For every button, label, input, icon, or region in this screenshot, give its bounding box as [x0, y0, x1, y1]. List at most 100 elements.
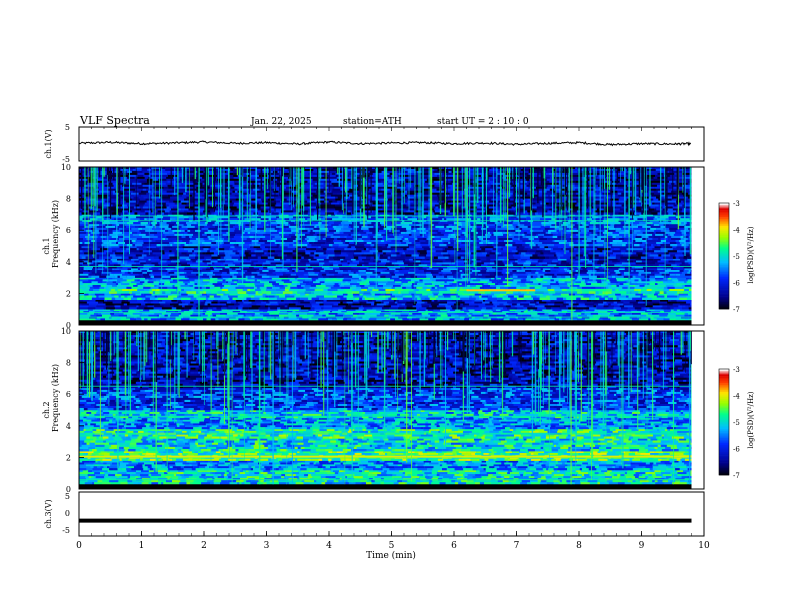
spec-cell	[95, 268, 98, 271]
spec-cell	[316, 295, 324, 298]
spec-cell	[619, 231, 629, 235]
spec-cell	[403, 316, 407, 319]
spec-cell	[201, 271, 208, 275]
spec-cell	[85, 277, 96, 280]
spec-cell	[384, 293, 392, 296]
spec-cell	[323, 305, 333, 308]
spec-cell	[137, 231, 141, 235]
spec-cell	[454, 252, 458, 255]
spec-cell	[564, 281, 568, 284]
spec-cell	[210, 314, 213, 317]
spec-cell	[688, 266, 692, 269]
spec-cell	[79, 312, 88, 315]
spec-cell	[667, 314, 676, 317]
spec-cell	[221, 309, 230, 312]
spec-cell	[304, 291, 312, 294]
spec-cell	[276, 297, 287, 300]
spec-cell	[423, 238, 427, 241]
spec-cell	[493, 271, 502, 275]
spec-cell	[596, 305, 604, 308]
spec-cell	[449, 288, 457, 292]
spec-cell	[490, 312, 493, 315]
spec-cell	[435, 225, 445, 229]
spec-cell	[389, 307, 399, 310]
spec-cell	[358, 316, 363, 319]
spec-cell	[398, 250, 404, 253]
spec-cell	[162, 238, 166, 241]
spec-cell	[320, 223, 328, 227]
spec-cell	[224, 238, 233, 241]
spec-cell	[454, 318, 465, 321]
spec-cell	[683, 235, 689, 239]
spec-cell	[153, 238, 163, 241]
spec-cell	[684, 312, 688, 315]
spec-cell	[181, 293, 188, 296]
spec-cell	[131, 291, 140, 294]
spec-cell	[526, 277, 532, 280]
spec-cell	[554, 238, 561, 241]
spec-cell	[404, 273, 410, 276]
spec-cell	[441, 281, 445, 284]
spec-cell	[297, 291, 305, 294]
spec-cell	[117, 288, 123, 292]
spec-cell	[99, 231, 107, 235]
spec-cell	[115, 252, 123, 255]
spec-cell	[104, 270, 113, 273]
spec-cell	[184, 307, 192, 310]
spec-cell	[178, 225, 182, 229]
spec-cell	[456, 288, 460, 292]
spec-cell	[603, 301, 607, 304]
spec-cell	[647, 312, 652, 315]
spec-cell	[688, 307, 691, 310]
spec-cell	[348, 275, 353, 278]
spec-cell	[140, 316, 149, 319]
spec-cell	[474, 314, 484, 317]
spec-cell	[320, 286, 329, 289]
spec-cell	[401, 293, 412, 296]
spec-cell	[671, 268, 677, 271]
spec-cell	[690, 264, 692, 267]
spec-cell	[638, 273, 642, 276]
spec-cell	[637, 254, 648, 257]
spec-cell	[433, 275, 436, 278]
spec-cell	[629, 229, 634, 233]
spec-cell	[542, 293, 553, 296]
spec-cell	[272, 271, 283, 275]
spec-cell	[663, 318, 670, 321]
spec-cell	[462, 231, 467, 235]
spec-cell	[519, 246, 525, 249]
spec-cell	[458, 264, 467, 267]
spec-cell	[238, 314, 244, 317]
spec-cell	[305, 288, 315, 292]
spec-cell	[184, 288, 192, 292]
spec-cell	[663, 277, 668, 280]
spec-cell	[347, 271, 354, 275]
spec-cell	[327, 227, 334, 231]
spec-cell	[568, 303, 573, 306]
spec-cell	[515, 316, 518, 319]
spec-cell	[318, 318, 328, 321]
spec-cell	[79, 314, 84, 317]
spec-cell	[580, 258, 585, 261]
spec-cell	[97, 238, 103, 241]
spec-cell	[571, 316, 575, 319]
spec-cell	[338, 309, 347, 312]
spec-cell	[685, 275, 692, 278]
spec-cell	[375, 299, 383, 302]
spec-cell	[622, 309, 629, 312]
spec-cell	[638, 250, 643, 253]
spec-cell	[437, 299, 440, 302]
spec-cell	[173, 297, 181, 300]
spec-cell	[681, 316, 689, 319]
spec-cell	[470, 279, 473, 282]
spec-cell	[389, 268, 393, 271]
spec-cell	[468, 293, 475, 296]
spec-cell	[475, 297, 480, 300]
spec-cell	[314, 293, 322, 296]
spec-cell	[400, 254, 406, 257]
spec-cell	[606, 270, 615, 273]
spec-cell	[166, 273, 170, 276]
spec-cell	[83, 268, 87, 271]
spec-cell	[459, 254, 467, 257]
spec-cell	[382, 299, 385, 302]
